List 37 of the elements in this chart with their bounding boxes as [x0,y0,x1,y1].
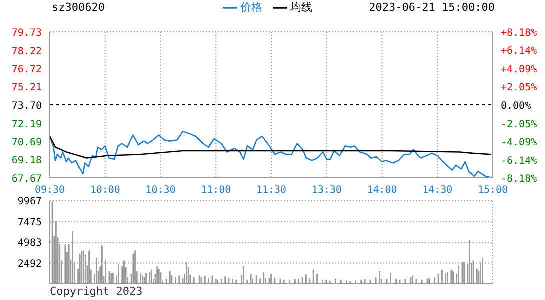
y2-tick-label: -4.09% [501,138,538,148]
y-tick-label: 76.72 [12,64,42,76]
y2-tick-label: +4.09% [501,64,538,76]
text: Copyright 2023 [50,285,143,298]
x-tick-label: 15:00 [478,185,508,196]
y-tick-label: 69.18 [12,156,42,167]
x-tick-label: 10:00 [90,185,120,196]
y-tick-label: 72.19 [12,119,42,130]
y2-tick-label: -6.14% [501,156,538,167]
y-tick-label: 7475 [18,217,42,228]
y-tick-label: 73.70 [12,101,42,112]
y-tick-label: 75.21 [12,82,42,94]
legend-label: 价格 [240,1,262,14]
y2-tick-label: -2.05% [501,119,538,130]
x-tick-label: 11:30 [256,185,287,196]
y-tick-label: 2492 [18,258,42,270]
legend-label: 均线 [290,1,312,14]
y-tick-label: 67.67 [12,174,42,185]
x-tick-label: 14:00 [367,185,398,196]
text: 2023-06-21 15:00:00 [369,1,495,14]
x-tick-label: 13:30 [312,185,342,196]
y2-tick-label: 0.00% [501,101,532,112]
y2-tick-label: -8.18% [501,174,538,185]
x-tick-label: 09:30 [34,185,66,196]
x-tick-label: 11:00 [201,185,232,196]
x-tick-label: 10:30 [146,185,176,196]
line-series [49,136,492,159]
y2-tick-label: +2.05% [501,82,538,94]
x-tick-label: 14:30 [422,185,453,196]
y-tick-label: 78.22 [12,46,42,58]
chart-title: sz300620 [52,1,105,14]
y-tick-label: 9967 [18,196,42,208]
y2-tick-label: +8.18% [501,28,538,39]
y-tick-label: 70.69 [12,137,42,148]
y2-tick-label: +6.14% [501,46,538,58]
y-tick-label: 4983 [18,238,42,250]
y-tick-label: 79.73 [12,28,42,39]
